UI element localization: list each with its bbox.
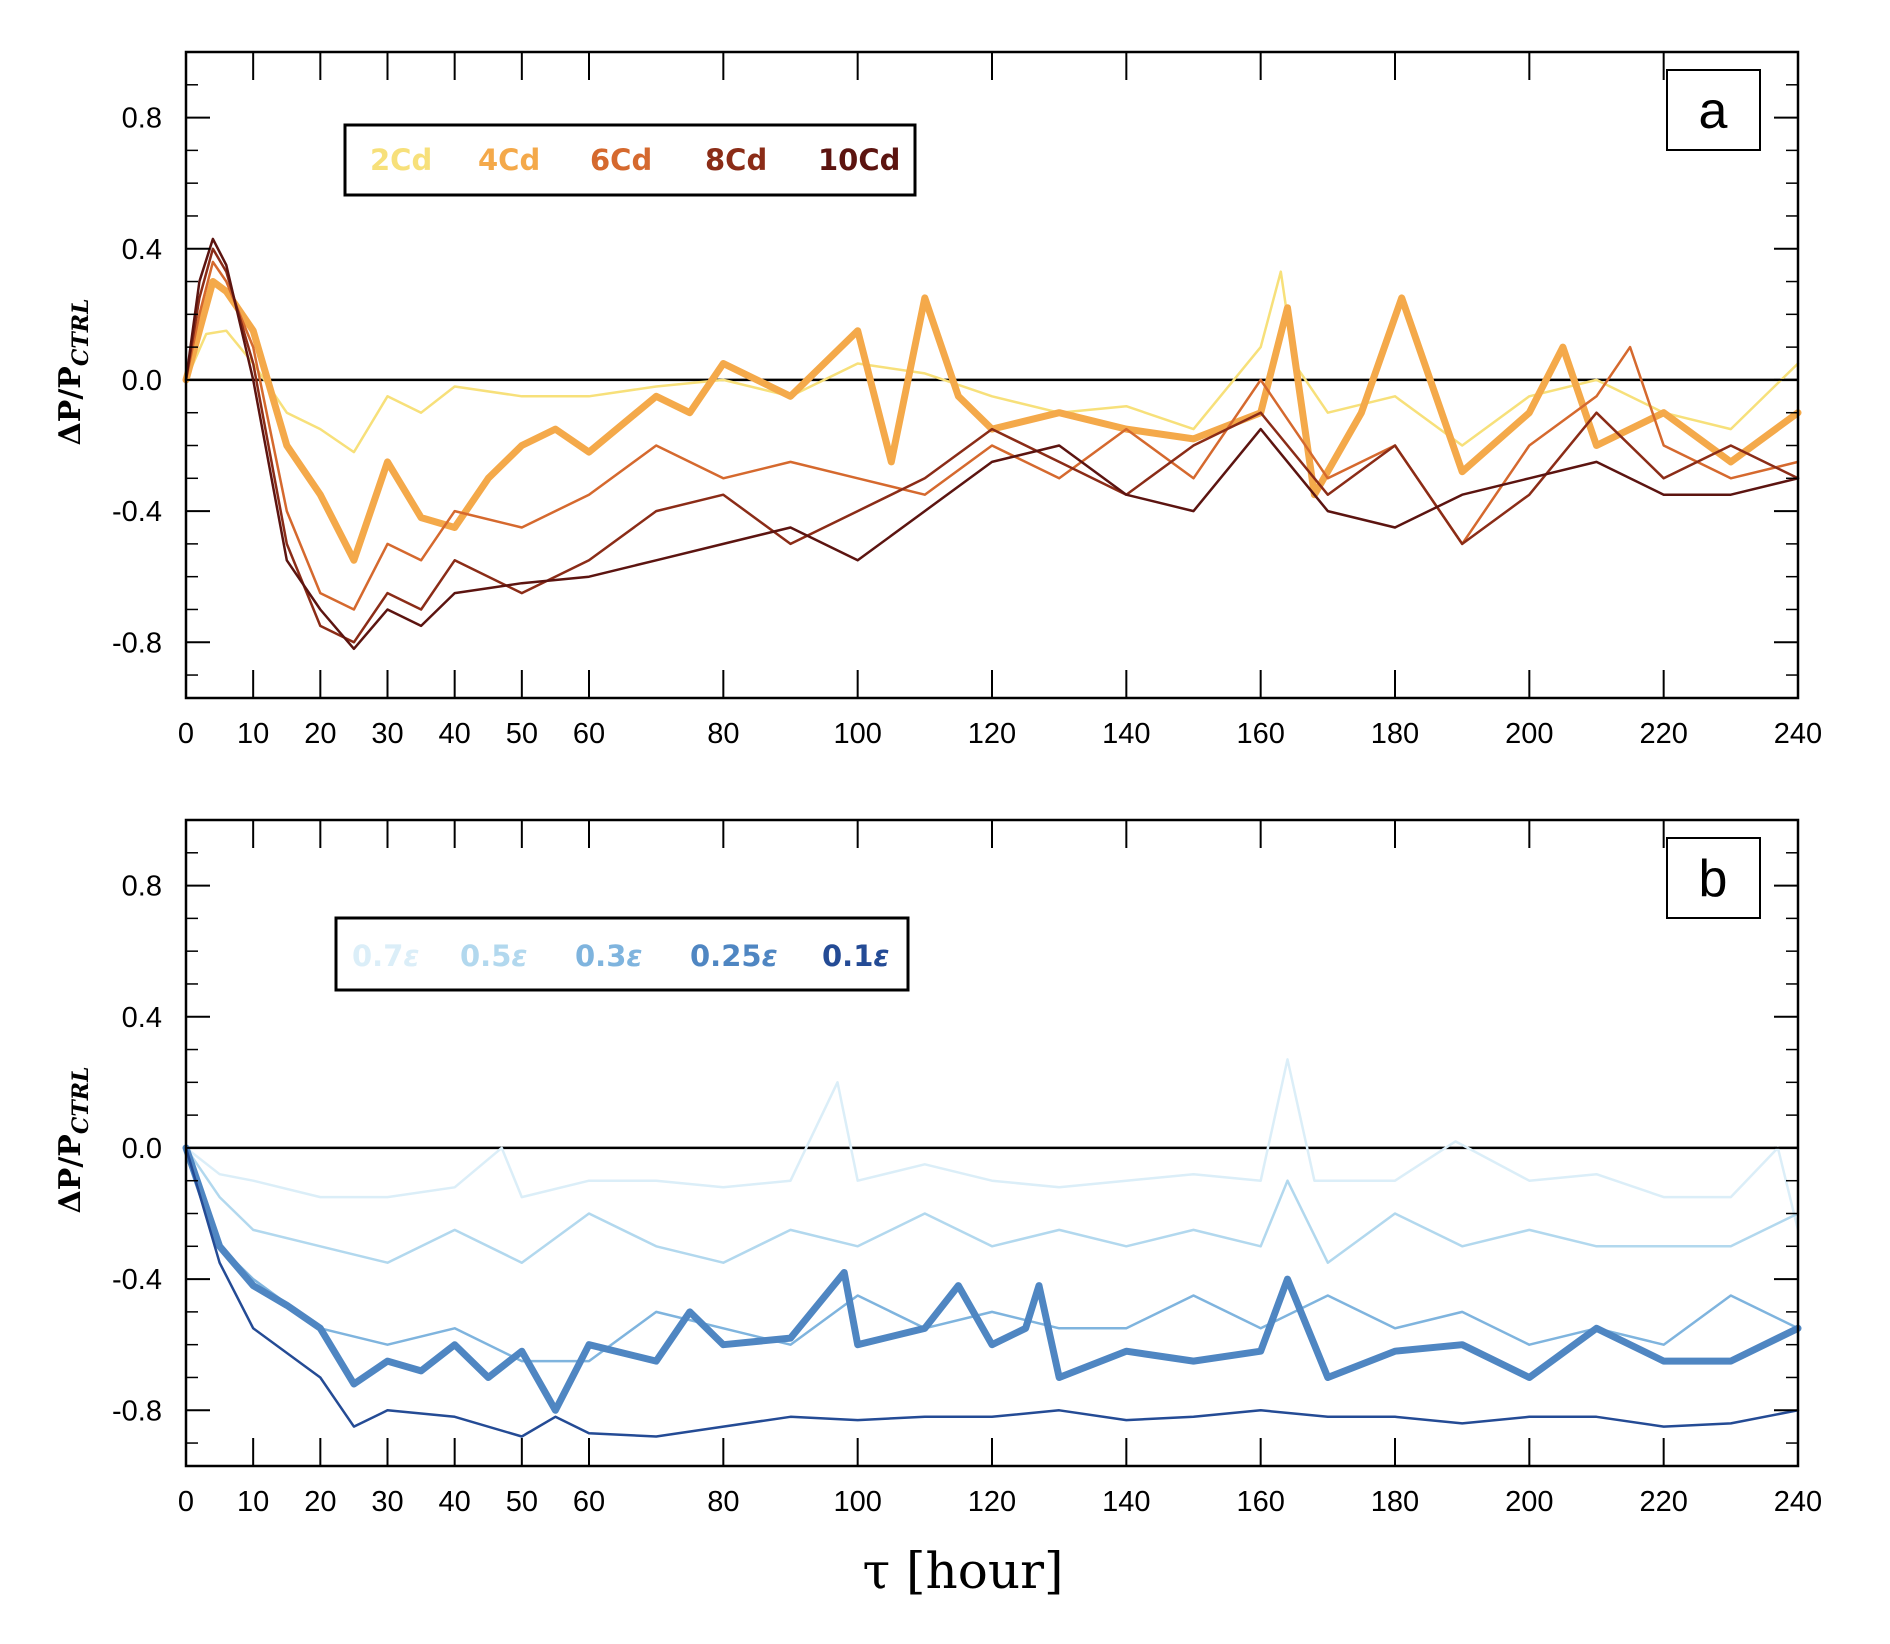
x-tick-label-b: 50 bbox=[506, 1486, 538, 1518]
series-line-b-3 bbox=[182, 1144, 1802, 1414]
series-line-a-4 bbox=[184, 237, 1800, 651]
panel-label-a: a bbox=[1699, 82, 1728, 140]
x-tick-label-b: 220 bbox=[1639, 1486, 1687, 1518]
x-tick-label-b: 120 bbox=[968, 1486, 1016, 1518]
x-tick-label-b: 240 bbox=[1774, 1486, 1822, 1518]
panel-label-box-b bbox=[1666, 837, 1761, 919]
x-tick-label-b: 180 bbox=[1371, 1486, 1419, 1518]
x-tick-label-a: 60 bbox=[573, 718, 605, 750]
x-tick-label-b: 20 bbox=[304, 1486, 336, 1518]
x-axis-label: τ [hour] bbox=[863, 1542, 1064, 1600]
x-tick-label-a: 10 bbox=[237, 718, 269, 750]
x-tick-label-a: 30 bbox=[371, 718, 403, 750]
x-tick-label-a: 200 bbox=[1505, 718, 1553, 750]
legend-box-a bbox=[343, 123, 917, 197]
y-axis-label-a: ΔP/PCTRL bbox=[53, 299, 94, 446]
x-tick-label-a: 20 bbox=[304, 718, 336, 750]
series-line-b-1 bbox=[184, 1146, 1800, 1264]
x-tick-label-a: 220 bbox=[1639, 718, 1687, 750]
legend-item-03eps: 0.3ε bbox=[575, 939, 643, 973]
y-tick-label-b: 0.8 bbox=[122, 871, 162, 903]
plot-area-b bbox=[182, 1058, 1802, 1438]
x-tick-label-b: 40 bbox=[439, 1486, 471, 1518]
y-tick-label-a: -0.4 bbox=[112, 496, 162, 528]
series-line-b-2 bbox=[184, 1146, 1800, 1363]
y-tick-label-b: -0.4 bbox=[112, 1264, 162, 1296]
legend-item-10cd: 10Cd bbox=[818, 143, 900, 177]
x-tick-label-a: 0 bbox=[178, 718, 194, 750]
legend-box-b bbox=[334, 916, 910, 992]
x-tick-label-b: 140 bbox=[1102, 1486, 1150, 1518]
x-tick-label-b: 60 bbox=[573, 1486, 605, 1518]
legend-item-025eps: 0.25ε bbox=[690, 939, 778, 973]
y-tick-label-b: 0.0 bbox=[122, 1133, 162, 1165]
x-tick-label-a: 160 bbox=[1236, 718, 1284, 750]
series-line-a-1 bbox=[182, 278, 1802, 564]
legend-b: 0.7ε 0.5ε 0.3ε 0.25ε 0.1ε bbox=[334, 916, 910, 992]
legend-a: 2Cd 4Cd 6Cd 8Cd 10Cd bbox=[343, 123, 917, 197]
plot-area-a bbox=[182, 237, 1802, 651]
x-tick-label-a: 140 bbox=[1102, 718, 1150, 750]
legend-item-6cd: 6Cd bbox=[590, 143, 652, 177]
series-line-a-2 bbox=[184, 260, 1800, 611]
x-tick-label-a: 180 bbox=[1371, 718, 1419, 750]
panel-label-box-a bbox=[1666, 69, 1761, 151]
y-tick-label-b: 0.4 bbox=[122, 1002, 162, 1034]
x-tick-label-b: 200 bbox=[1505, 1486, 1553, 1518]
panel-b: ΔP/PCTRL 0 10 20 30 40 50 60 80 100 120 140 160 180 2… bbox=[53, 818, 1822, 1518]
legend-item-07eps: 0.7ε bbox=[352, 939, 420, 973]
legend-item-2cd: 2Cd bbox=[370, 143, 432, 177]
x-tick-label-b: 160 bbox=[1236, 1486, 1284, 1518]
x-tick-label-a: 40 bbox=[439, 718, 471, 750]
x-tick-label-a: 240 bbox=[1774, 718, 1822, 750]
axis-ticks-a: 0 10 20 30 40 50 60 80 100 120 140 160 180 200 220 240 0… bbox=[112, 50, 1822, 750]
panel-a: ΔP/PCTRL 0 10 20 30 40 50 60 80 100 120 140 160 180 2… bbox=[53, 50, 1822, 750]
legend-item-01eps: 0.1ε bbox=[822, 939, 890, 973]
series-line-b-4 bbox=[184, 1146, 1800, 1438]
y-tick-label-b: -0.8 bbox=[112, 1395, 162, 1427]
legend-item-8cd: 8Cd bbox=[705, 143, 767, 177]
x-tick-label-b: 10 bbox=[237, 1486, 269, 1518]
y-tick-label-a: 0.8 bbox=[122, 103, 162, 135]
y-tick-label-a: -0.8 bbox=[112, 627, 162, 659]
x-tick-label-a: 120 bbox=[968, 718, 1016, 750]
x-tick-label-b: 80 bbox=[707, 1486, 739, 1518]
legend-item-4cd: 4Cd bbox=[478, 143, 540, 177]
x-tick-label-a: 80 bbox=[707, 718, 739, 750]
panel-label-b: b bbox=[1699, 850, 1728, 908]
y-axis-label-b: ΔP/PCTRL bbox=[53, 1067, 94, 1214]
series-line-a-3 bbox=[184, 247, 1800, 644]
x-tick-label-a: 100 bbox=[833, 718, 881, 750]
x-tick-label-b: 0 bbox=[178, 1486, 194, 1518]
series-line-b-0 bbox=[184, 1058, 1800, 1232]
x-tick-label-b: 30 bbox=[371, 1486, 403, 1518]
legend-item-05eps: 0.5ε bbox=[460, 939, 528, 973]
y-tick-label-a: 0.4 bbox=[122, 234, 162, 266]
y-tick-label-a: 0.0 bbox=[122, 365, 162, 397]
x-tick-label-a: 50 bbox=[506, 718, 538, 750]
axis-ticks-b: 0 10 20 30 40 50 60 80 100 120 140 160 180 200 220 240 0… bbox=[112, 818, 1822, 1518]
x-tick-label-b: 100 bbox=[833, 1486, 881, 1518]
